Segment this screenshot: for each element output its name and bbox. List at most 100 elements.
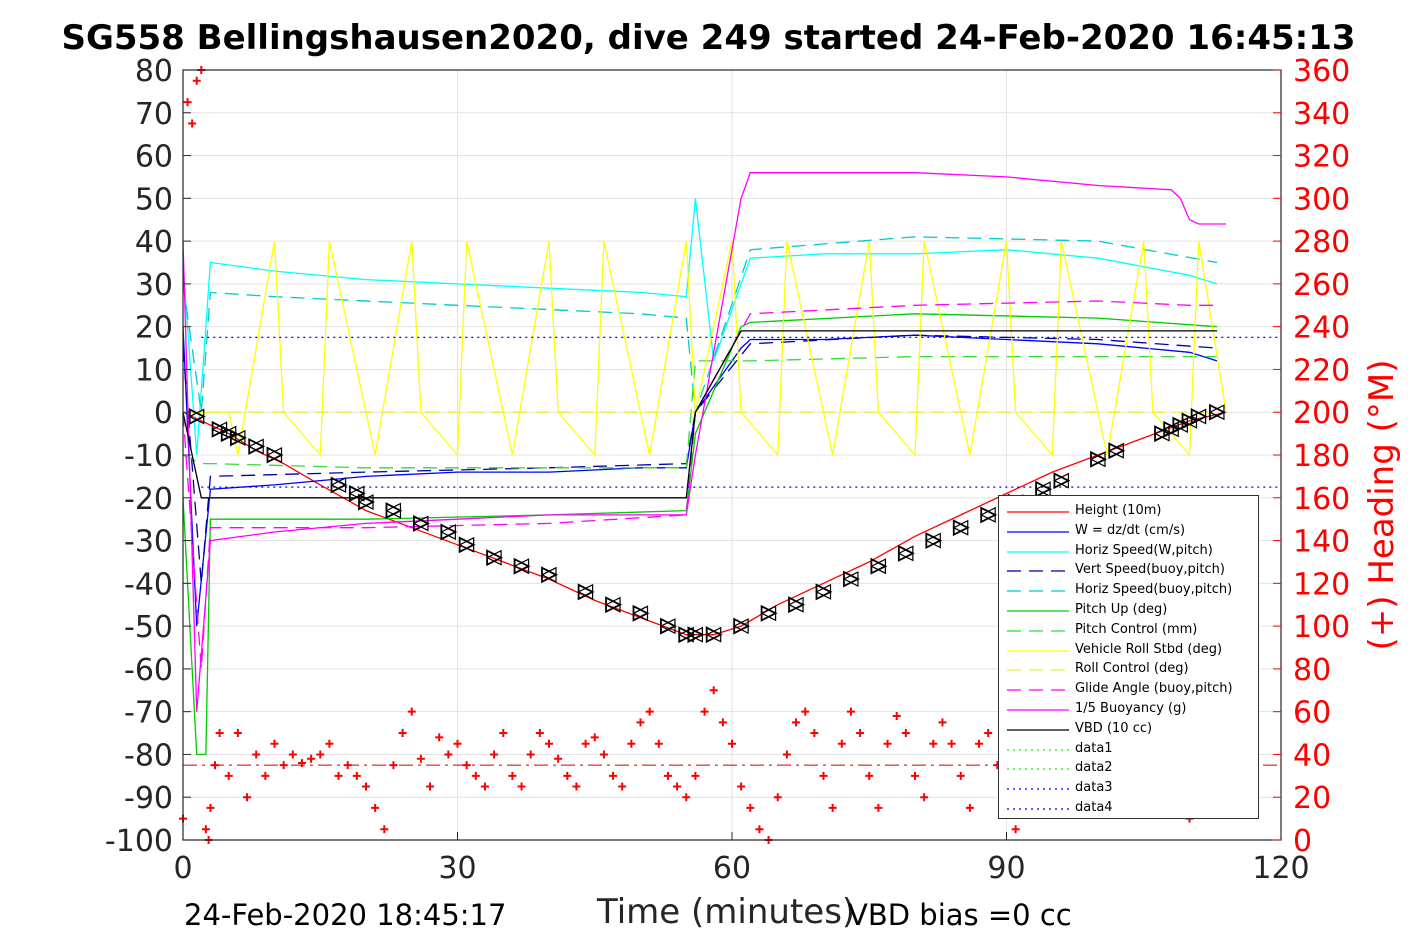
- legend-swatch: [1007, 808, 1069, 810]
- legend-label: Height (10m): [1075, 503, 1162, 518]
- heading-points: [179, 66, 1221, 844]
- depth-marker-rev: [870, 558, 887, 575]
- series-glide-angle-buoy-pitch-: [182, 300, 1217, 669]
- heading-point: [261, 771, 270, 780]
- depth-marker-rev: [815, 583, 832, 600]
- heading-point: [389, 761, 398, 770]
- heading-point: [188, 119, 197, 128]
- legend-entry: Vert Speed(buoy,pitch): [999, 561, 1258, 581]
- legend-label: VBD (10 cc): [1075, 720, 1153, 736]
- heading-point: [325, 739, 334, 748]
- legend-swatch: [1007, 788, 1069, 790]
- depth-marker-rev: [1034, 481, 1051, 498]
- y-tick-label-left: -90: [124, 781, 173, 816]
- heading-point: [984, 729, 993, 738]
- y-tick-label-left: 10: [135, 353, 173, 388]
- heading-point: [782, 750, 791, 759]
- heading-point: [819, 771, 828, 780]
- y-tick-label-right: 240: [1293, 311, 1350, 346]
- legend-entry: VBD (10 cc): [999, 720, 1258, 740]
- heading-point: [975, 739, 984, 748]
- depth-marker-rev: [687, 626, 704, 643]
- legend-entry: Roll Control (deg): [999, 660, 1258, 680]
- depth-marker-rev: [188, 408, 205, 425]
- depth-marker-rev: [330, 476, 347, 493]
- heading-point: [380, 825, 389, 834]
- y-tick-label-right: 180: [1293, 439, 1350, 474]
- heading-point: [535, 729, 544, 738]
- y-tick-label-left: -50: [124, 610, 173, 645]
- heading-point: [563, 771, 572, 780]
- legend-label: data4: [1075, 800, 1113, 815]
- heading-point: [279, 761, 288, 770]
- y-tick-label-left: -30: [124, 525, 173, 560]
- heading-point: [545, 739, 553, 748]
- legend-swatch: [1007, 709, 1069, 711]
- depth-markers: [188, 403, 1226, 644]
- heading-point: [865, 771, 874, 780]
- y-tick-label-right: 40: [1293, 738, 1331, 773]
- legend-entry: data4: [999, 799, 1258, 819]
- legend-entry: Height (10m): [999, 502, 1258, 522]
- legend-entry: Horiz Speed(buoy,pitch): [999, 581, 1258, 601]
- series-vehicle-roll-stbd-deg-: [183, 240, 1227, 457]
- x-tick-label: 60: [713, 851, 751, 886]
- y-tick-label-right: 20: [1293, 781, 1331, 816]
- heading-point: [718, 718, 727, 727]
- heading-point: [636, 718, 645, 727]
- legend-entry: data2: [999, 759, 1258, 779]
- legend: Height (10m) W = dz/dt (cm/s) Horiz Speed(…: [998, 495, 1259, 819]
- heading-point: [416, 754, 425, 763]
- heading-point: [371, 803, 380, 812]
- depth-marker-rev: [842, 571, 859, 588]
- heading-point: [215, 729, 224, 738]
- depth-marker-rev: [412, 515, 429, 532]
- legend-swatch: [1007, 610, 1069, 612]
- heading-point: [297, 759, 306, 767]
- footer-timestamp: 24-Feb-2020 18:45:17: [184, 898, 507, 932]
- y-tick-label-left: -70: [124, 696, 173, 731]
- depth-marker-rev: [440, 524, 456, 540]
- depth-marker-rev: [266, 447, 283, 463]
- heading-point: [856, 729, 865, 738]
- legend-label: Vert Speed(buoy,pitch): [1075, 562, 1225, 578]
- legend-label: Horiz Speed(buoy,pitch): [1075, 582, 1233, 598]
- heading-point: [572, 782, 581, 791]
- y-tick-label-right: 220: [1293, 353, 1350, 388]
- y-tick-label-right: 100: [1293, 610, 1350, 645]
- heading-point: [837, 739, 846, 748]
- legend-swatch: [1007, 570, 1069, 573]
- depth-marker-rev: [577, 583, 594, 600]
- heading-point: [307, 754, 316, 763]
- heading-point: [270, 739, 279, 748]
- depth-marker-rev: [677, 626, 694, 643]
- heading-point: [362, 782, 370, 791]
- depth-marker-rev: [247, 438, 264, 455]
- series-pitch-control-mm-: [182, 355, 1217, 469]
- legend-label: Pitch Control (mm): [1075, 621, 1198, 637]
- y-tick-label-left: 40: [135, 225, 173, 260]
- y-tick-label-right: 60: [1293, 696, 1331, 731]
- heading-point: [599, 750, 608, 759]
- x-tick-label: 90: [987, 851, 1025, 886]
- depth-marker-rev: [485, 549, 502, 566]
- y-tick-label-left: 50: [135, 182, 173, 217]
- legend-label: data2: [1075, 760, 1113, 776]
- y-tick-label-left: 80: [135, 54, 173, 89]
- legend-entry: Pitch Control (mm): [999, 621, 1258, 641]
- series-vbd-10-cc-: [182, 330, 1217, 499]
- y-tick-label-right: 80: [1293, 653, 1331, 688]
- heading-point: [471, 771, 480, 780]
- heading-point: [316, 750, 325, 759]
- heading-point: [618, 782, 627, 791]
- depth-marker-rev: [540, 566, 557, 583]
- heading-point: [435, 733, 444, 742]
- heading-point: [828, 803, 837, 812]
- heading-point: [343, 761, 352, 770]
- legend-swatch: [1007, 729, 1069, 731]
- ticks: 0 30 60 90 12080706050403020100-10-20-30-40-…: [105, 54, 1350, 886]
- depth-marker-rev: [979, 506, 996, 523]
- heading-point: [490, 750, 499, 759]
- heading-point: [453, 739, 462, 748]
- heading-point: [627, 739, 636, 748]
